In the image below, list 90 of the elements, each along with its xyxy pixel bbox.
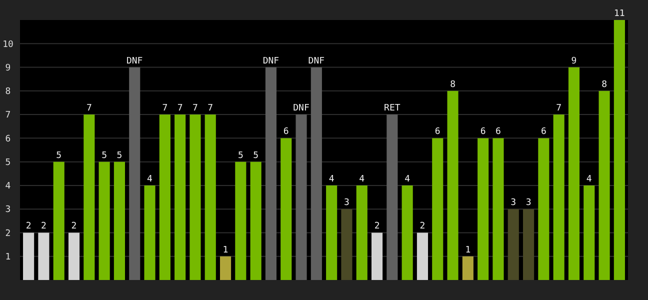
bar xyxy=(356,185,368,280)
data-label: 7 xyxy=(556,104,562,114)
bar xyxy=(235,162,246,280)
bar xyxy=(84,114,95,280)
data-label: DNF xyxy=(308,56,325,66)
bar xyxy=(372,232,383,280)
bar xyxy=(204,114,216,280)
y-tick-label: 9 xyxy=(5,63,11,74)
data-label: 4 xyxy=(586,174,592,184)
y-tick-label: 8 xyxy=(5,87,11,98)
data-label: 7 xyxy=(86,104,92,114)
data-label: 6 xyxy=(283,127,289,138)
bar xyxy=(462,256,474,280)
bar xyxy=(614,20,625,280)
data-label: 2 xyxy=(374,222,380,232)
data-label: 5 xyxy=(102,150,108,161)
y-tick-label: 2 xyxy=(5,228,11,239)
bar xyxy=(114,162,125,280)
bar xyxy=(478,138,489,280)
y-tick-label: 5 xyxy=(5,158,11,168)
bar xyxy=(190,114,201,280)
data-label: 3 xyxy=(526,198,532,208)
data-label: DNF xyxy=(126,56,143,66)
bar xyxy=(432,138,444,280)
data-label: 7 xyxy=(192,104,198,114)
y-tick-label: 4 xyxy=(5,182,11,192)
data-label: 2 xyxy=(41,222,46,232)
bar xyxy=(144,185,156,280)
bar xyxy=(584,185,595,280)
bar xyxy=(174,114,186,280)
bar xyxy=(416,232,428,280)
data-label: 6 xyxy=(480,127,486,138)
y-tick-label: 6 xyxy=(5,134,11,144)
data-label: 2 xyxy=(71,222,77,232)
bar xyxy=(129,67,140,280)
bar xyxy=(341,209,352,280)
bar xyxy=(447,90,458,280)
bar xyxy=(68,232,80,280)
bar xyxy=(326,185,338,280)
bar xyxy=(598,90,610,280)
bar xyxy=(386,114,398,280)
bar xyxy=(492,138,504,280)
data-label: 6 xyxy=(496,127,501,138)
y-tick-label: 10 xyxy=(2,40,14,50)
data-label: RET xyxy=(384,104,401,114)
data-label: 11 xyxy=(614,9,625,19)
bar xyxy=(523,209,534,280)
data-label: 1 xyxy=(465,245,471,256)
bar xyxy=(553,114,564,280)
data-label: 3 xyxy=(344,198,350,208)
bar xyxy=(250,162,262,280)
data-label: 5 xyxy=(56,150,62,161)
data-label: 5 xyxy=(238,150,244,161)
bar xyxy=(280,138,292,280)
bar xyxy=(98,162,110,280)
data-label: 7 xyxy=(162,104,168,114)
data-label: 5 xyxy=(253,150,259,161)
bar xyxy=(310,67,322,280)
y-tick-label: 1 xyxy=(5,252,11,263)
data-label: 7 xyxy=(208,104,214,114)
data-label: 6 xyxy=(434,127,440,138)
data-label: 6 xyxy=(540,127,546,138)
data-label: 5 xyxy=(116,150,122,161)
bar xyxy=(538,138,550,280)
bar xyxy=(159,114,170,280)
data-label: 7 xyxy=(177,104,183,114)
data-label: 4 xyxy=(328,174,334,184)
bar xyxy=(53,162,64,280)
data-label: 2 xyxy=(26,222,32,232)
data-label: DNF xyxy=(293,104,310,114)
data-label: 8 xyxy=(450,80,456,90)
data-label: 4 xyxy=(147,174,152,184)
bar xyxy=(508,209,519,280)
data-label: 8 xyxy=(602,80,607,90)
bar xyxy=(23,232,34,280)
bar xyxy=(402,185,413,280)
data-label: 9 xyxy=(571,56,577,66)
data-label: 2 xyxy=(420,222,426,232)
bar xyxy=(265,67,276,280)
data-label: 4 xyxy=(359,174,365,184)
data-label: 1 xyxy=(222,245,228,256)
bar xyxy=(296,114,307,280)
y-tick-label: 7 xyxy=(5,110,11,121)
data-label: DNF xyxy=(262,56,280,66)
bar xyxy=(568,67,580,280)
bar xyxy=(38,232,50,280)
y-tick-label: 3 xyxy=(5,205,11,216)
bar xyxy=(220,256,232,280)
data-label: 3 xyxy=(510,198,516,208)
data-label: 4 xyxy=(404,174,410,184)
